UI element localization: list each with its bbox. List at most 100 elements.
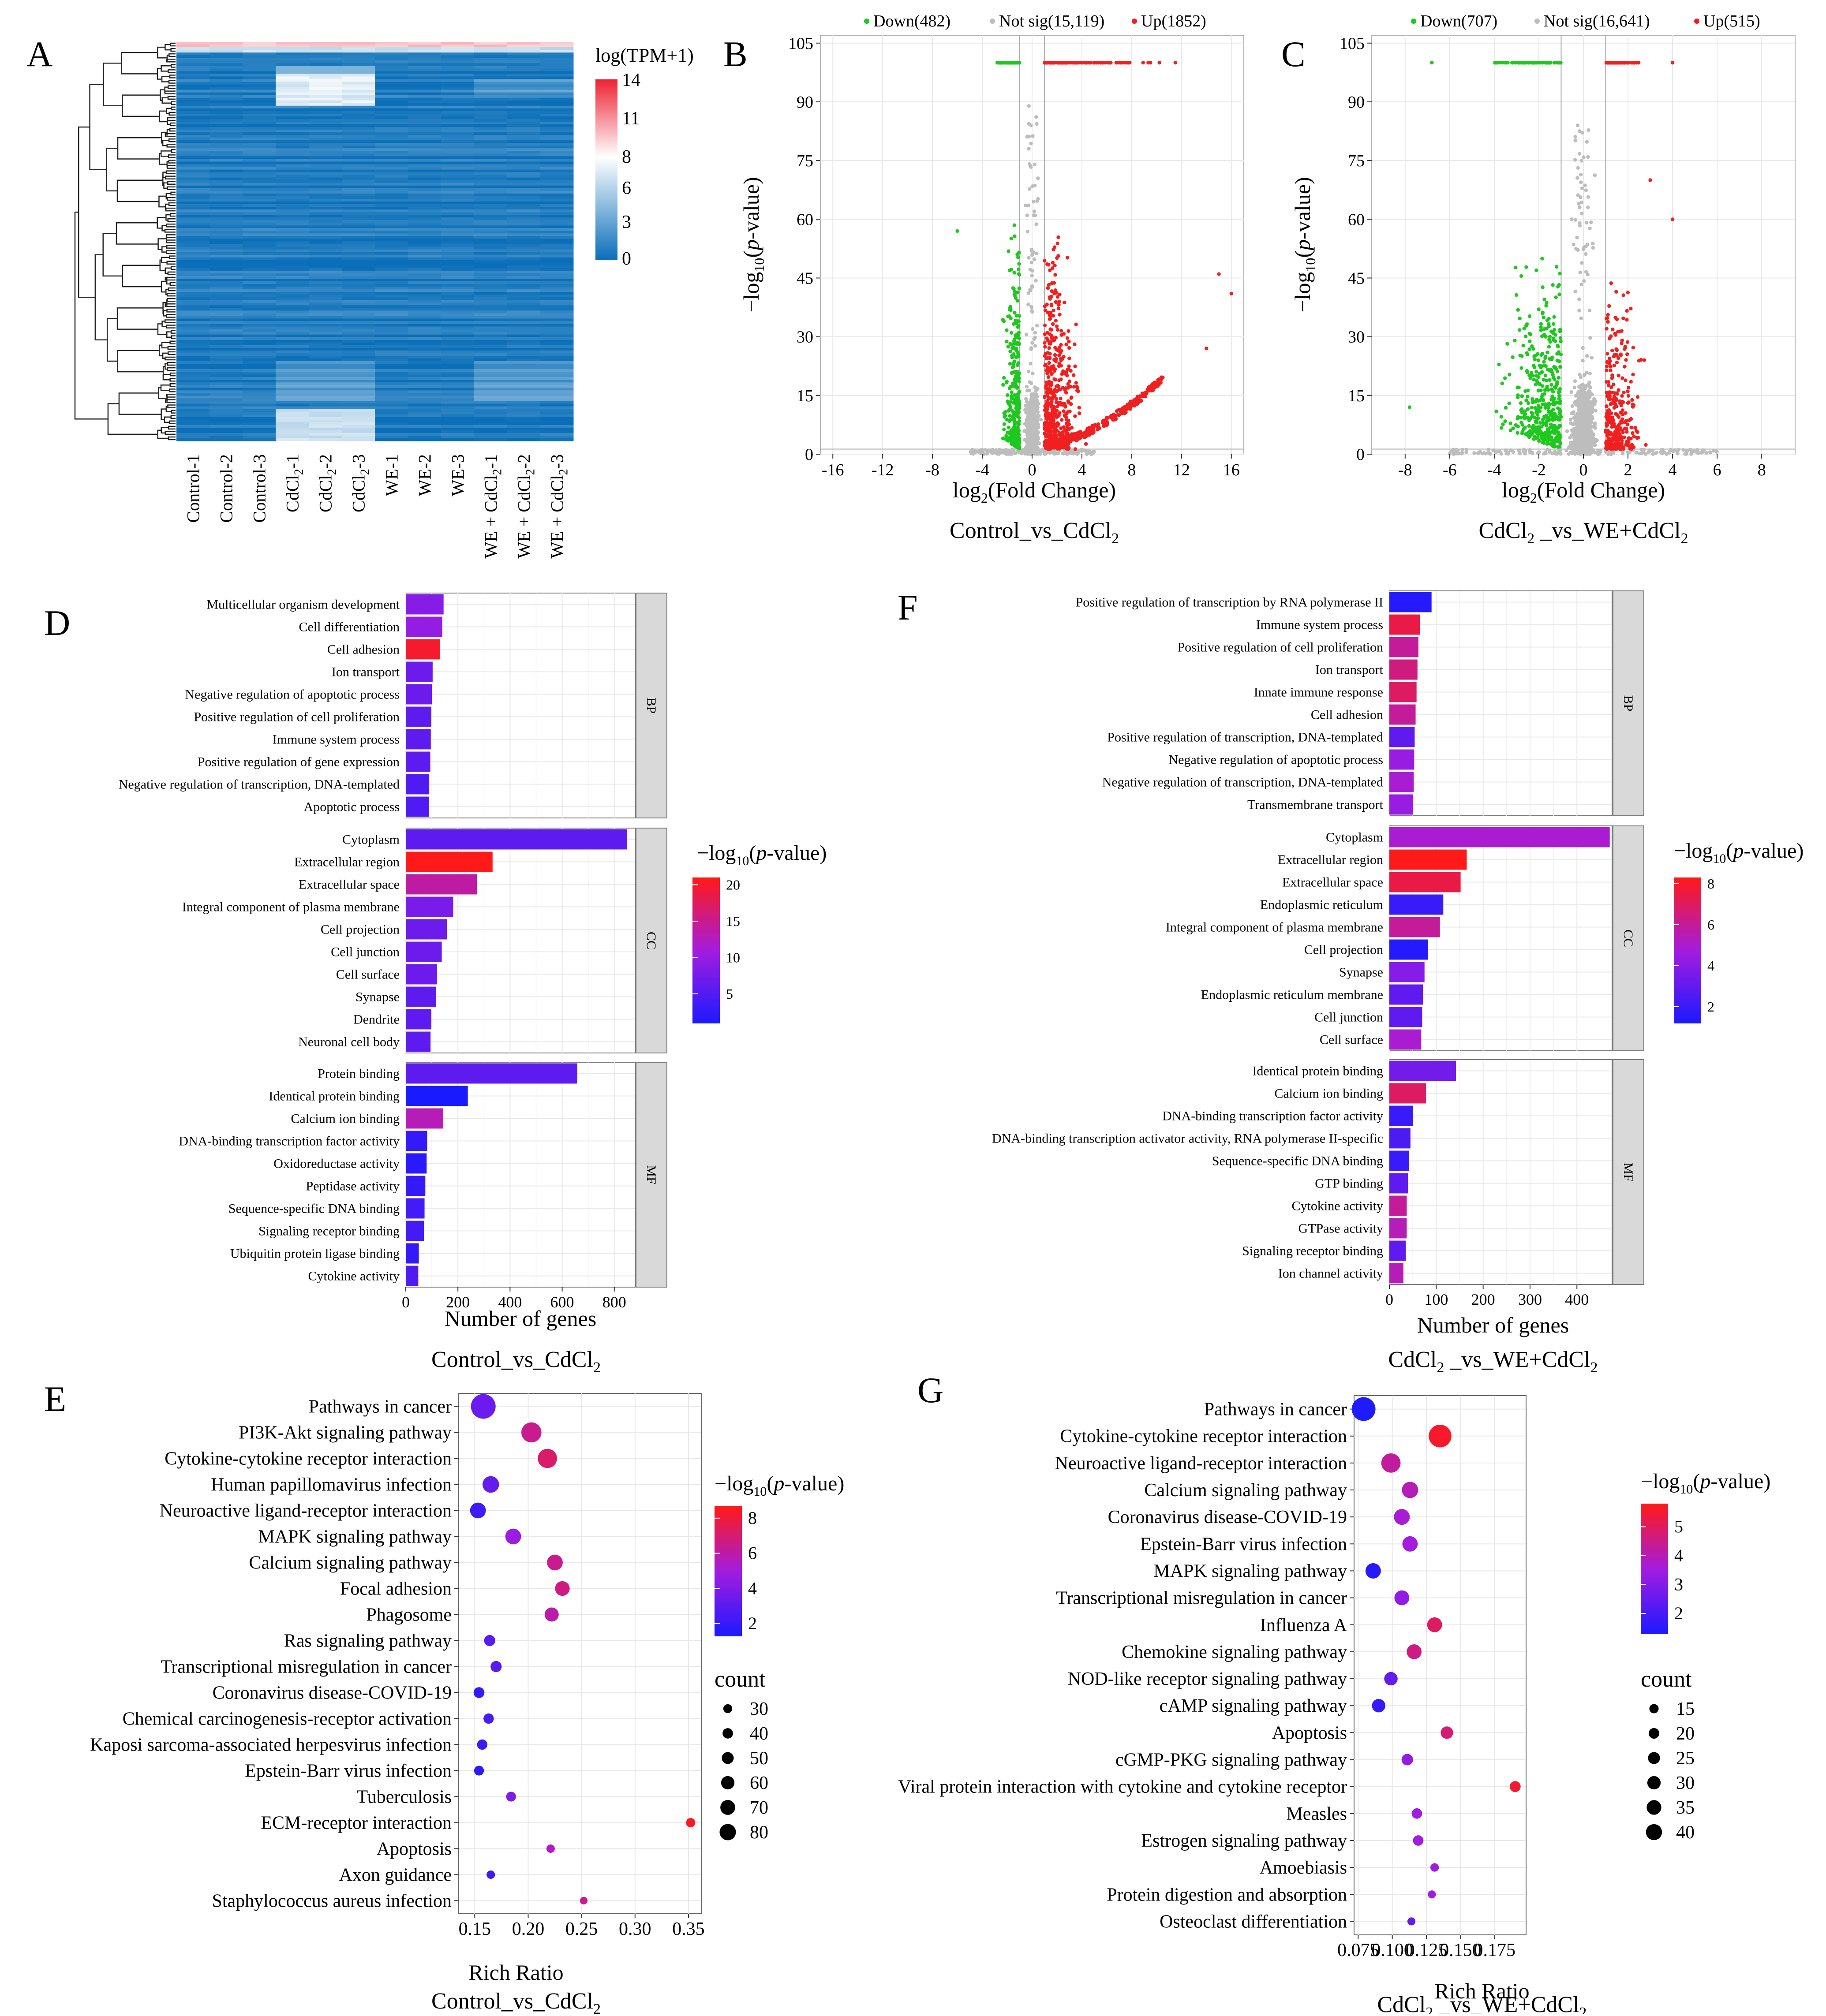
data-point [1008, 449, 1012, 452]
heatmap-cell [276, 209, 309, 213]
heatmap-cell [243, 358, 276, 362]
heatmap-cell [309, 401, 342, 404]
heatmap-cell [342, 108, 375, 112]
heatmap-cell [375, 436, 408, 439]
heatmap-cell [375, 194, 408, 197]
data-point [1013, 235, 1016, 238]
heatmap-cell [243, 390, 276, 393]
heatmap-cell [243, 47, 276, 50]
heatmap-cell [243, 223, 276, 226]
heatmap-cell [243, 217, 276, 220]
data-point [1090, 452, 1094, 455]
heatmap-cell [176, 170, 210, 173]
heatmap-cell [309, 369, 342, 372]
heatmap-cell [342, 85, 375, 88]
heatmap-column-label: Control-1 [183, 454, 203, 523]
data-point [1092, 425, 1095, 428]
heatmap-cell [441, 47, 475, 50]
heatmap-cell [375, 202, 408, 205]
heatmap-legend-tick: 8 [622, 147, 631, 167]
heatmap-cell [474, 385, 508, 388]
heatmap-cell [441, 340, 475, 343]
heatmap-cell [309, 425, 342, 428]
data-point [1054, 300, 1058, 304]
heatmap-cell [342, 361, 375, 364]
heatmap-cell [375, 420, 408, 423]
y-tick-label: 75 [797, 152, 813, 170]
heatmap-cell [375, 388, 408, 391]
data-point [1049, 447, 1052, 450]
heatmap-cell [210, 348, 243, 351]
heatmap-cell [309, 58, 342, 61]
data-point [1002, 376, 1006, 380]
heatmap-cell [474, 108, 508, 112]
heatmap-cell [342, 335, 375, 338]
heatmap-cell [243, 372, 276, 375]
data-point [1059, 333, 1063, 336]
heatmap-cell [540, 404, 574, 407]
dendrogram-branch [171, 373, 176, 376]
heatmap-cell [441, 151, 475, 154]
data-point [1080, 449, 1084, 452]
heatmap-cell [210, 343, 243, 346]
data-point [1030, 248, 1033, 251]
heatmap-cell [375, 108, 408, 112]
heatmap-cell [408, 188, 442, 191]
heatmap-cell [375, 271, 408, 274]
heatmap-cell [309, 135, 342, 138]
heatmap-cell [309, 396, 342, 399]
heatmap-cell [474, 430, 508, 433]
heatmap-cell [474, 295, 508, 298]
heatmap-cell [474, 199, 508, 202]
data-point [1031, 269, 1034, 273]
heatmap-cell [176, 345, 210, 348]
data-point [1067, 365, 1070, 368]
heatmap-cell [342, 343, 375, 346]
heatmap-cell [210, 71, 243, 74]
heatmap-cell [210, 164, 243, 168]
heatmap-cell [342, 236, 375, 239]
heatmap-cell [408, 217, 442, 220]
heatmap-cell [507, 401, 541, 404]
data-point [1086, 449, 1089, 452]
heatmap-cell [474, 407, 508, 410]
data-point [1044, 381, 1048, 384]
heatmap-cell [342, 417, 375, 420]
heatmap-cell [276, 258, 309, 261]
heatmap-cell [276, 335, 309, 338]
dendrogram-branch [167, 368, 176, 370]
heatmap-cell [540, 103, 574, 106]
dendrogram-branch [168, 405, 176, 408]
dendrogram-branch [171, 213, 176, 216]
heatmap-cell [474, 217, 508, 220]
heatmap-cell [408, 263, 442, 266]
heatmap-cell [243, 93, 276, 96]
heatmap-cell [309, 63, 342, 66]
heatmap-cell [441, 233, 475, 236]
heatmap-cell [441, 372, 475, 375]
data-point [1029, 381, 1033, 385]
dendrogram-branch [168, 182, 176, 184]
heatmap-cell [375, 327, 408, 330]
heatmap-cell [375, 377, 408, 380]
heatmap-cell [176, 361, 210, 364]
heatmap-cell [176, 143, 210, 146]
heatmap-cell [276, 74, 309, 77]
data-point [1010, 371, 1014, 375]
heatmap-cell [276, 79, 309, 82]
data-point [1034, 115, 1038, 119]
heatmap-cell [474, 215, 508, 218]
heatmap-cell [507, 292, 541, 295]
heatmap-cell [342, 175, 375, 178]
dendrogram-branch [165, 91, 176, 94]
heatmap-cell [540, 239, 574, 242]
heatmap-cell [342, 340, 375, 343]
heatmap-cell [408, 420, 442, 423]
heatmap-cell [375, 55, 408, 58]
heatmap-cell [540, 335, 574, 338]
heatmap-cell [441, 436, 475, 439]
heatmap-cell [408, 66, 442, 69]
heatmap-cell [342, 332, 375, 335]
dendrogram-branch [116, 223, 158, 244]
heatmap-cell [176, 404, 210, 407]
